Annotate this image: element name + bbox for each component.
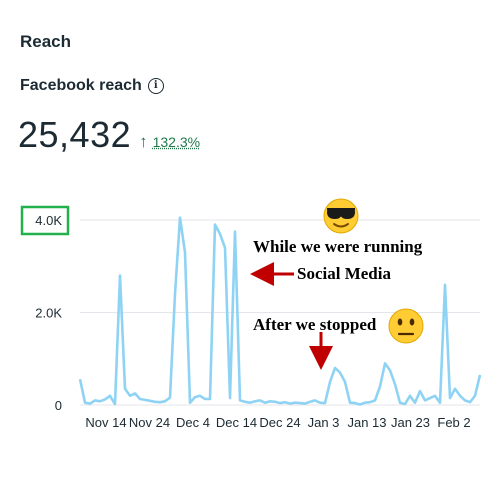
section-title: Reach — [20, 32, 72, 51]
x-tick-label: Nov 24 — [129, 415, 170, 430]
info-icon[interactable]: i — [147, 78, 164, 94]
annotation-running-line2: Social Media — [297, 264, 391, 283]
sunglasses-face-emoji — [323, 198, 359, 234]
reach-series-points — [79, 217, 481, 405]
annotation-stopped: After we stopped — [253, 315, 377, 334]
annotation-running-line1: While we were running — [253, 237, 423, 256]
metric-label: Facebook reach — [20, 77, 142, 94]
x-axis-ticks: Nov 14 Nov 24 Dec 4 Dec 14 Dec 24 Jan 3 Jan 13… — [85, 415, 470, 430]
x-tick-label: Jan 23 — [391, 415, 430, 430]
x-tick-label: Dec 14 — [216, 415, 257, 430]
x-tick-label: Jan 13 — [347, 415, 386, 430]
x-tick-label: Feb 2 — [437, 415, 470, 430]
y-tick-label: 2.0K — [35, 306, 62, 321]
change-arrow-up-icon: ↑ — [139, 132, 148, 151]
y-axis-ticks: 0 2.0K 4.0K — [35, 213, 62, 413]
metric-value: 25,432 — [18, 114, 132, 155]
change-percent[interactable]: 132.3% — [152, 134, 201, 150]
neutral-face-emoji — [388, 308, 424, 344]
x-tick-label: Dec 4 — [176, 415, 210, 430]
y-tick-label: 0 — [55, 398, 62, 413]
metric-value-row: 25,432 ↑ 132.3% — [18, 114, 200, 156]
y-tick-label: 4.0K — [35, 213, 62, 228]
metric-header: Facebook reach i — [20, 77, 164, 95]
x-tick-label: Dec 24 — [259, 415, 300, 430]
x-tick-label: Jan 3 — [308, 415, 340, 430]
x-tick-label: Nov 14 — [85, 415, 126, 430]
y-tick-highlight-box — [20, 205, 70, 236]
